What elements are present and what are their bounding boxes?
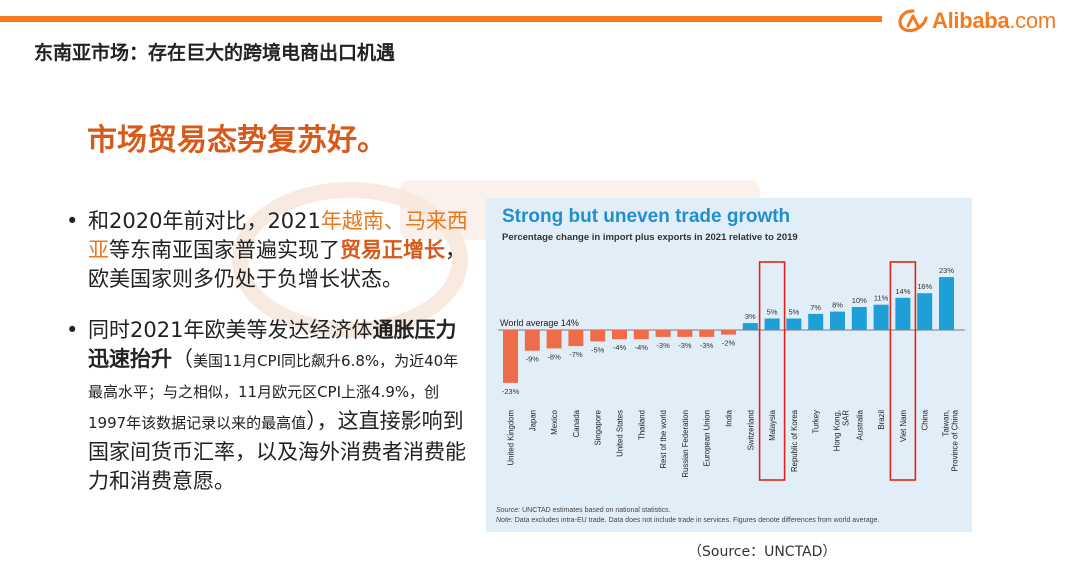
bullet-text: （ [172, 347, 193, 371]
bar [721, 330, 736, 335]
data-label: 11% [874, 294, 889, 303]
bar [503, 330, 518, 383]
category-label: United Kingdom [507, 410, 516, 465]
data-label: 23% [939, 266, 954, 275]
bullet-text: 同时2021年欧美等发达经济体 [88, 318, 373, 342]
category-label: India [725, 409, 734, 427]
bullet-list: • 和2020年前对比，2021年越南、马来西亚等东南亚国家普遍实现了贸易正增长… [60, 207, 470, 518]
data-label: -3% [700, 341, 714, 350]
chart-title: Strong but uneven trade growth [502, 206, 790, 227]
bar [939, 277, 954, 330]
data-label: -5% [591, 346, 605, 355]
category-label: China [921, 409, 930, 430]
bullet-text: ，欧美国家则多仍处于负增长状态。 [88, 238, 466, 291]
cpi-detail: 美国11月CPI同比飙升6.8%，为近40年最高水平；与之相似，11月欧元区CP… [88, 352, 459, 432]
bullet-text: 等东南亚国家普遍实现了 [109, 238, 340, 262]
bar-chart-svg: Strong but uneven trade growth Percentag… [496, 206, 965, 524]
bar [851, 307, 867, 330]
data-label: -2% [722, 339, 736, 348]
data-label: 7% [810, 303, 821, 312]
highlight-countries: 年越南、马来西亚 [88, 209, 468, 262]
alibaba-logo-icon [898, 9, 928, 33]
bar [764, 318, 780, 330]
header-accent-bar [0, 16, 882, 22]
bar [808, 313, 824, 330]
data-label: -4% [635, 343, 649, 352]
highlight-box [758, 261, 786, 481]
bullet-text: 和2020年前对比，2021 [88, 209, 321, 233]
bar [546, 330, 562, 349]
data-label: -3% [678, 341, 692, 350]
category-label: Switzerland [746, 410, 755, 450]
category-label: European Union [703, 410, 712, 466]
chart-source: Source: UNCTAD estimates based on nation… [496, 507, 671, 514]
highlight-box [889, 261, 917, 481]
data-label: -23% [502, 387, 520, 396]
bar [917, 293, 933, 330]
category-label: Brazil [877, 410, 886, 430]
category-label: United States [616, 410, 625, 457]
page-title: 东南亚市场：存在巨大的跨境电商出口机遇 [34, 42, 396, 64]
highlight-inflation: 通胀压力迅速抬升 [88, 318, 457, 371]
category-label: Hong Kong,SAR [833, 410, 851, 452]
section-heading: 市场贸易态势复苏好。 [87, 123, 387, 158]
bar [524, 330, 540, 351]
data-label: -7% [569, 350, 583, 359]
category-label: Taiwan,Province of China [942, 409, 960, 471]
category-label: Russian Federation [681, 410, 690, 478]
category-label: Japan [528, 410, 537, 431]
data-label: 8% [832, 301, 843, 310]
chart-note: Note: Data excludes intra-EU trade. Data… [496, 517, 880, 524]
bullet-item-inflation: • 同时2021年欧美等发达经济体通胀压力迅速抬升（美国11月CPI同比飙升6.… [60, 316, 470, 496]
highlight-positive-growth: 贸易正增长 [340, 238, 445, 262]
bar [677, 330, 693, 337]
data-label: -3% [656, 341, 670, 350]
data-label: 5% [788, 308, 799, 317]
bar [699, 330, 715, 337]
source-note: （Source：UNCTAD） [688, 544, 837, 560]
bullet-item-trade: • 和2020年前对比，2021年越南、马来西亚等东南亚国家普遍实现了贸易正增长… [60, 207, 470, 294]
data-label: -4% [613, 343, 627, 352]
bar [655, 330, 671, 337]
category-label: Singapore [594, 410, 603, 446]
category-label: Malaysia [768, 409, 777, 440]
data-label: 16% [917, 282, 932, 291]
bar [895, 297, 911, 330]
category-label: Rest of the world [659, 410, 668, 469]
reference-line-label: World average 14% [500, 318, 579, 328]
category-label: Canada [572, 409, 581, 437]
trade-growth-chart: Strong but uneven trade growth Percentag… [486, 198, 972, 532]
bar [830, 311, 845, 330]
category-label: Mexico [550, 409, 559, 434]
data-label: 3% [745, 312, 756, 321]
data-label: 5% [767, 308, 778, 317]
data-label: 14% [895, 287, 910, 296]
bullet-dot-icon: • [66, 318, 79, 342]
data-label: -9% [526, 355, 540, 364]
alibaba-logo[interactable]: Alibaba.com [898, 6, 1056, 36]
category-label: Viet Nam [899, 410, 908, 442]
bar [786, 318, 802, 330]
bar [590, 330, 606, 342]
logo-text: Alibaba.com [932, 8, 1056, 33]
bullet-dot-icon: • [66, 209, 79, 233]
bar [568, 330, 584, 347]
category-label: Australia [855, 409, 864, 440]
category-label: Turkey [812, 410, 821, 434]
category-label: Thailand [637, 410, 646, 440]
chart-subtitle: Percentage change in import plus exports… [502, 232, 798, 243]
data-label: -8% [547, 352, 561, 361]
bar [612, 330, 627, 340]
category-label: Republic of Korea [790, 409, 799, 472]
bullet-text: ），这直接影响到国家间货币汇率，以及海外消费者消费能力和消费意愿。 [88, 409, 466, 493]
bar [633, 330, 649, 340]
bar [742, 323, 758, 330]
data-label: 10% [852, 296, 867, 305]
bar [873, 304, 889, 330]
